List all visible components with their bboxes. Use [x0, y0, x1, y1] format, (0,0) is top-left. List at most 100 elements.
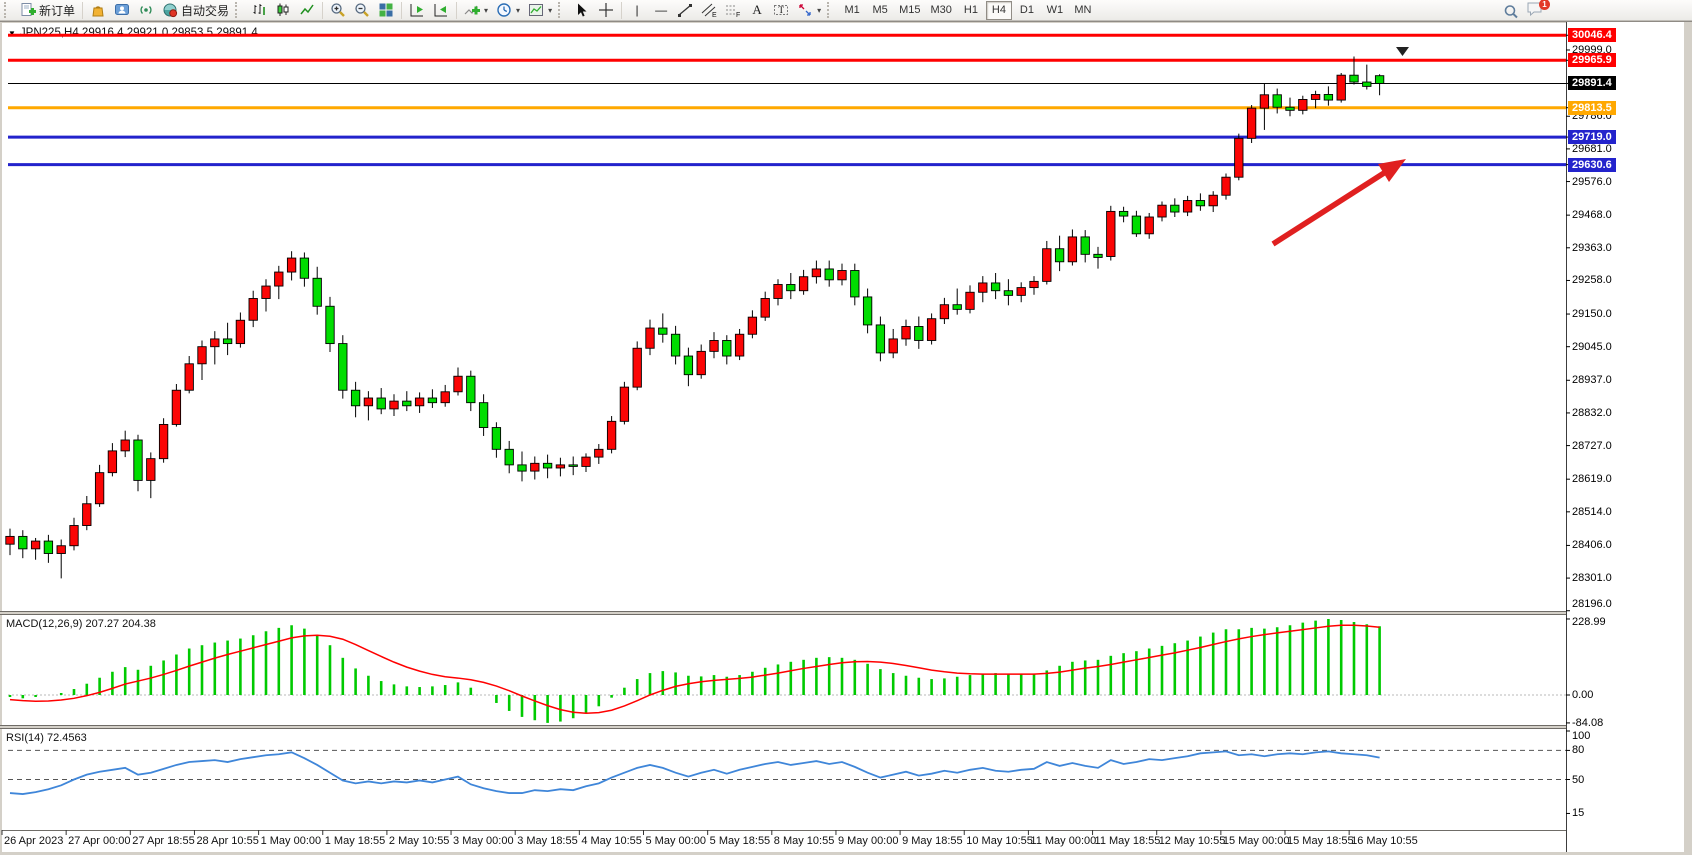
periods-button[interactable]: ▾: [492, 1, 524, 20]
arrows-button[interactable]: ▾: [793, 1, 825, 20]
timeframe-m15-button[interactable]: M15: [895, 1, 924, 20]
price-level-label: 29630.6: [1568, 157, 1616, 172]
signals-icon: [138, 2, 154, 18]
price-tick-label: 29258.0: [1572, 274, 1612, 287]
autotrading-button[interactable]: 自动交易: [158, 1, 233, 20]
panel-splitter[interactable]: [0, 611, 1566, 615]
line-chart-button[interactable]: [295, 1, 319, 20]
timeframe-h1-button[interactable]: H1: [958, 1, 984, 20]
timeframe-mn-button[interactable]: MN: [1070, 1, 1096, 20]
price-tick-label: 29681.0: [1572, 142, 1612, 155]
vertical-line-button[interactable]: |: [625, 1, 649, 20]
time-axis-label: 15 May 00:00: [1222, 835, 1290, 847]
chart-menu-icon[interactable]: ▼: [8, 28, 16, 38]
timeframe-d1-button[interactable]: D1: [1014, 1, 1040, 20]
toolbar-grip[interactable]: [4, 2, 12, 18]
price-tick-label: 28514.0: [1572, 505, 1612, 518]
templates-icon: [528, 2, 544, 18]
toolbar-grip[interactable]: [827, 2, 835, 18]
timeframe-m5-button[interactable]: M5: [867, 1, 893, 20]
search-icon[interactable]: [1502, 3, 1518, 19]
price-tick-label: 28937.0: [1572, 374, 1612, 387]
tile-windows-button[interactable]: [374, 1, 398, 20]
text-label-button[interactable]: T: [769, 1, 793, 20]
horizontal-line-button[interactable]: —: [649, 1, 673, 20]
time-axis-label: 9 May 18:55: [902, 835, 963, 847]
text-button[interactable]: A: [745, 1, 769, 20]
time-axis-label: 26 Apr 2023: [4, 835, 64, 847]
toolbar-grip[interactable]: [558, 2, 566, 18]
horizontal-line-icon: —: [655, 3, 668, 17]
price-tick-label: 28406.0: [1572, 539, 1612, 552]
price-tick-label: 28727.0: [1572, 439, 1612, 452]
main-chart-panel[interactable]: [2, 23, 1566, 612]
toolbar-separator: [621, 1, 623, 19]
price-level-label: 29965.9: [1568, 53, 1616, 68]
timeframe-h4-button[interactable]: H4: [985, 0, 1012, 20]
price-tick-label: 29363.0: [1572, 241, 1612, 254]
price-axis[interactable]: 29999.0 29786.0 29681.0 29576.0 29468.0 29363…: [1566, 22, 1684, 852]
time-axis-label: 11 May 00:00: [1030, 835, 1097, 847]
indicators-button[interactable]: ▾: [460, 1, 492, 20]
price-tick-label: 29150.0: [1572, 308, 1612, 321]
trendline-button[interactable]: [673, 1, 697, 20]
fibonacci-button[interactable]: F: [721, 1, 745, 20]
macd-indicator-label: MACD(12,26,9) 207.27 204.38: [6, 618, 156, 630]
candlestick-chart-button[interactable]: [271, 1, 295, 20]
panel-splitter[interactable]: [0, 725, 1566, 729]
macd-panel[interactable]: [2, 615, 1566, 725]
time-axis[interactable]: 26 Apr 2023 27 Apr 00:00 27 Apr 18:55 28 Ap…: [2, 830, 1640, 852]
price-tick-label: 28301.0: [1572, 572, 1612, 585]
macd-tick-label: -84.08: [1572, 716, 1604, 729]
zoom-out-button[interactable]: [350, 1, 374, 20]
market-icon: [90, 2, 106, 18]
new-order-button[interactable]: 新订单: [16, 1, 79, 20]
time-axis-label: 27 Apr 18:55: [132, 835, 195, 847]
time-axis-label: 2 May 10:55: [388, 835, 450, 847]
new-order-icon: [20, 2, 36, 18]
window-edge: [0, 852, 1692, 855]
text-label-icon: T: [773, 2, 789, 18]
equidistant-channel-button[interactable]: E: [697, 1, 721, 20]
time-axis-label: 15 May 18:55: [1287, 835, 1354, 847]
dropdown-caret-icon: ▾: [548, 5, 553, 15]
fibonacci-icon: F: [725, 2, 741, 19]
timeframe-w1-button[interactable]: W1: [1042, 1, 1068, 20]
rsi-indicator-label: RSI(14) 72.4563: [6, 732, 87, 744]
time-axis-label: 16 May 10:55: [1351, 835, 1418, 847]
equidistant-channel-icon: E: [701, 2, 717, 19]
timeframe-m30-button[interactable]: M30: [927, 1, 956, 20]
zoom-in-icon: [330, 2, 346, 18]
community-button[interactable]: [110, 1, 134, 20]
timeframe-m1-button[interactable]: M1: [839, 1, 865, 20]
zoom-out-icon: [354, 2, 370, 18]
notifications-button[interactable]: 1: [1526, 0, 1550, 22]
dropdown-caret-icon: ▾: [516, 5, 521, 15]
rsi-panel[interactable]: [2, 729, 1566, 830]
chart-shift-button[interactable]: [429, 1, 453, 20]
zoom-in-button[interactable]: [326, 1, 350, 20]
price-tick-label: 29999.0: [1572, 44, 1612, 56]
toolbar: 新订单 自动交易: [0, 0, 1692, 21]
market-button[interactable]: [86, 1, 110, 20]
time-axis-label: 8 May 10:55: [773, 835, 835, 847]
price-tick-label: 28196.0: [1572, 598, 1612, 610]
cursor-button[interactable]: [570, 1, 594, 20]
line-chart-icon: [299, 2, 315, 18]
templates-button[interactable]: ▾: [524, 1, 556, 20]
bar-chart-button[interactable]: [247, 1, 271, 20]
price-level-label: 29719.0: [1568, 130, 1616, 145]
time-axis-label: 10 May 10:55: [966, 835, 1033, 847]
time-axis-label: 5 May 00:00: [645, 835, 707, 847]
price-tick-label: 29045.0: [1572, 340, 1612, 353]
toolbar-grip[interactable]: [235, 2, 243, 18]
signals-button[interactable]: [134, 1, 158, 20]
crosshair-button[interactable]: [594, 1, 618, 20]
auto-scroll-button[interactable]: [405, 1, 429, 20]
rsi-tick-label: 50: [1572, 773, 1585, 786]
notification-badge: 1: [1539, 0, 1550, 10]
timeframe-group: M1 M5 M15 M30 H1 H4 D1 W1 MN: [839, 0, 1096, 20]
window-edge: [1684, 22, 1692, 855]
price-tick-label: 28619.0: [1572, 473, 1612, 486]
